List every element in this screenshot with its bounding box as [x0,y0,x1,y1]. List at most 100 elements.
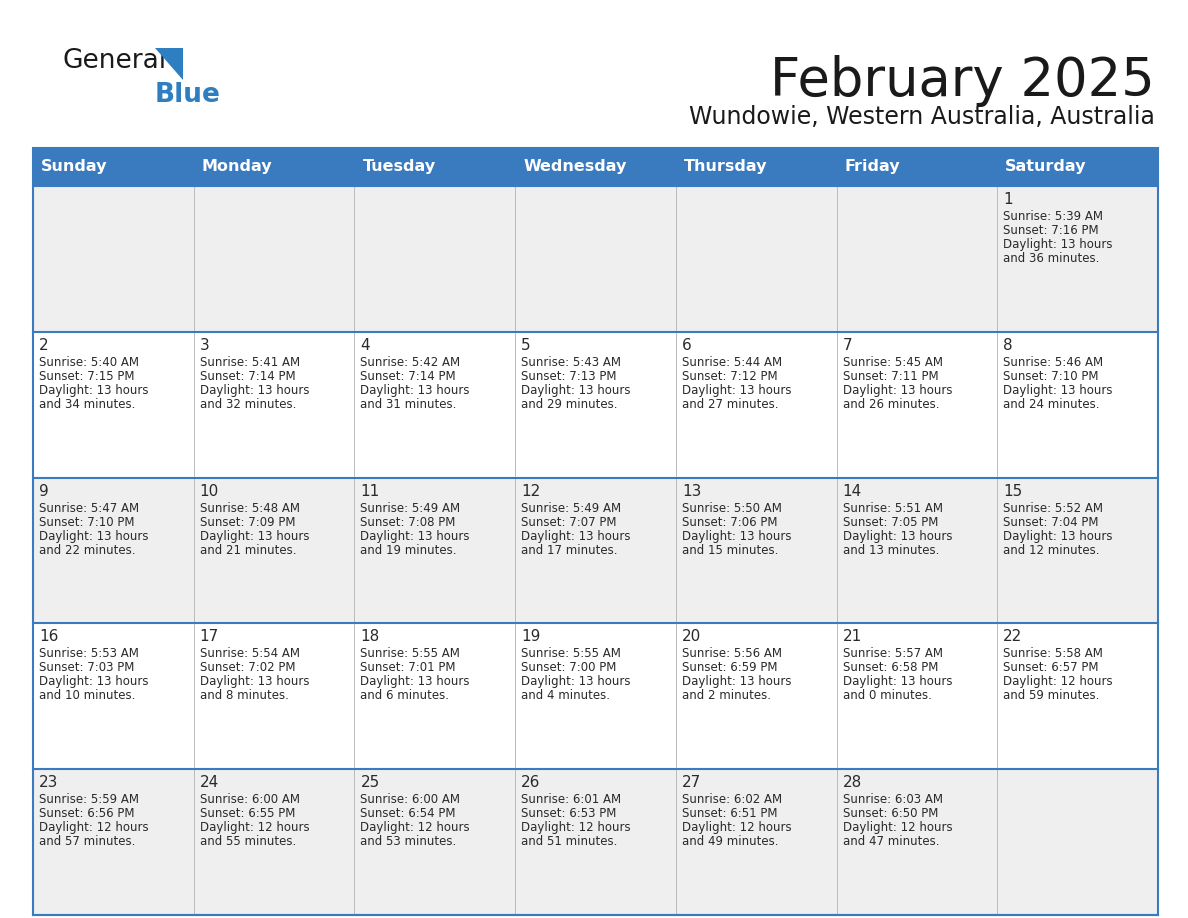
Text: Sunrise: 5:51 AM: Sunrise: 5:51 AM [842,501,942,515]
Text: 14: 14 [842,484,861,498]
Text: Daylight: 13 hours: Daylight: 13 hours [1004,530,1113,543]
Text: Tuesday: Tuesday [362,160,436,174]
Text: 19: 19 [522,630,541,644]
Text: Sunset: 7:16 PM: Sunset: 7:16 PM [1004,224,1099,237]
Text: and 17 minutes.: and 17 minutes. [522,543,618,556]
Text: 2: 2 [39,338,49,353]
Text: Sunrise: 5:54 AM: Sunrise: 5:54 AM [200,647,299,660]
Text: Sunset: 7:14 PM: Sunset: 7:14 PM [360,370,456,383]
Text: and 31 minutes.: and 31 minutes. [360,397,457,410]
Text: Sunset: 7:06 PM: Sunset: 7:06 PM [682,516,777,529]
Text: and 53 minutes.: and 53 minutes. [360,835,456,848]
Text: 1: 1 [1004,192,1013,207]
Text: Sunset: 6:59 PM: Sunset: 6:59 PM [682,661,777,675]
Text: Wundowie, Western Australia, Australia: Wundowie, Western Australia, Australia [689,105,1155,129]
Text: Daylight: 13 hours: Daylight: 13 hours [842,384,952,397]
Text: and 36 minutes.: and 36 minutes. [1004,252,1100,265]
Text: Sunrise: 5:40 AM: Sunrise: 5:40 AM [39,356,139,369]
Text: Sunrise: 5:55 AM: Sunrise: 5:55 AM [522,647,621,660]
Text: Daylight: 13 hours: Daylight: 13 hours [1004,384,1113,397]
Text: Sunrise: 5:44 AM: Sunrise: 5:44 AM [682,356,782,369]
Text: Daylight: 13 hours: Daylight: 13 hours [39,676,148,688]
Text: Daylight: 13 hours: Daylight: 13 hours [200,530,309,543]
Text: Daylight: 13 hours: Daylight: 13 hours [682,384,791,397]
Text: Sunrise: 6:00 AM: Sunrise: 6:00 AM [200,793,299,806]
Bar [354,148,516,186]
Text: and 22 minutes.: and 22 minutes. [39,543,135,556]
Bar [997,148,1158,186]
Text: Sunrise: 5:49 AM: Sunrise: 5:49 AM [360,501,461,515]
Text: Blue: Blue [154,82,221,108]
Text: Sunrise: 5:43 AM: Sunrise: 5:43 AM [522,356,621,369]
Text: Sunrise: 6:02 AM: Sunrise: 6:02 AM [682,793,782,806]
Text: Daylight: 12 hours: Daylight: 12 hours [200,822,309,834]
Bar [33,186,1158,331]
Text: Daylight: 13 hours: Daylight: 13 hours [682,676,791,688]
Text: and 26 minutes.: and 26 minutes. [842,397,939,410]
Bar [676,148,836,186]
Bar [33,148,194,186]
Text: and 27 minutes.: and 27 minutes. [682,397,778,410]
Text: Sunset: 6:58 PM: Sunset: 6:58 PM [842,661,939,675]
Text: Sunset: 6:55 PM: Sunset: 6:55 PM [200,807,295,820]
Text: Sunrise: 6:03 AM: Sunrise: 6:03 AM [842,793,942,806]
Text: Sunrise: 5:58 AM: Sunrise: 5:58 AM [1004,647,1104,660]
Text: Sunrise: 5:57 AM: Sunrise: 5:57 AM [842,647,942,660]
Text: and 49 minutes.: and 49 minutes. [682,835,778,848]
Text: 16: 16 [39,630,58,644]
Text: Sunrise: 5:53 AM: Sunrise: 5:53 AM [39,647,139,660]
Text: Daylight: 13 hours: Daylight: 13 hours [360,676,470,688]
Text: Sunset: 7:04 PM: Sunset: 7:04 PM [1004,516,1099,529]
Text: Sunset: 7:14 PM: Sunset: 7:14 PM [200,370,296,383]
Text: Sunset: 6:54 PM: Sunset: 6:54 PM [360,807,456,820]
Text: Sunset: 7:10 PM: Sunset: 7:10 PM [39,516,134,529]
Text: and 12 minutes.: and 12 minutes. [1004,543,1100,556]
Bar [33,148,1158,915]
Text: Sunset: 7:02 PM: Sunset: 7:02 PM [200,661,295,675]
Text: and 8 minutes.: and 8 minutes. [200,689,289,702]
Text: Sunrise: 5:47 AM: Sunrise: 5:47 AM [39,501,139,515]
Text: Sunset: 7:01 PM: Sunset: 7:01 PM [360,661,456,675]
Text: Sunrise: 6:01 AM: Sunrise: 6:01 AM [522,793,621,806]
Text: 24: 24 [200,775,219,790]
Text: Sunrise: 6:00 AM: Sunrise: 6:00 AM [360,793,461,806]
Text: Daylight: 13 hours: Daylight: 13 hours [200,384,309,397]
Text: 26: 26 [522,775,541,790]
Text: Wednesday: Wednesday [523,160,626,174]
Text: 21: 21 [842,630,861,644]
Text: Sunrise: 5:39 AM: Sunrise: 5:39 AM [1004,210,1104,223]
Text: Daylight: 12 hours: Daylight: 12 hours [39,822,148,834]
Text: 18: 18 [360,630,380,644]
Text: Sunrise: 5:49 AM: Sunrise: 5:49 AM [522,501,621,515]
Text: Daylight: 12 hours: Daylight: 12 hours [842,822,953,834]
Text: 15: 15 [1004,484,1023,498]
Text: and 47 minutes.: and 47 minutes. [842,835,939,848]
Text: 20: 20 [682,630,701,644]
Text: Friday: Friday [845,160,901,174]
Text: Sunrise: 5:50 AM: Sunrise: 5:50 AM [682,501,782,515]
Text: 10: 10 [200,484,219,498]
Text: Sunset: 6:53 PM: Sunset: 6:53 PM [522,807,617,820]
Text: Daylight: 13 hours: Daylight: 13 hours [1004,238,1113,251]
Text: and 29 minutes.: and 29 minutes. [522,397,618,410]
Text: Daylight: 13 hours: Daylight: 13 hours [360,384,470,397]
Bar [33,623,1158,769]
Text: 4: 4 [360,338,369,353]
Polygon shape [154,48,183,80]
Text: 12: 12 [522,484,541,498]
Text: 25: 25 [360,775,380,790]
Text: and 24 minutes.: and 24 minutes. [1004,397,1100,410]
Text: Daylight: 13 hours: Daylight: 13 hours [522,384,631,397]
Text: 6: 6 [682,338,691,353]
Text: Daylight: 12 hours: Daylight: 12 hours [682,822,791,834]
Text: Daylight: 12 hours: Daylight: 12 hours [522,822,631,834]
Text: 28: 28 [842,775,861,790]
Text: and 15 minutes.: and 15 minutes. [682,543,778,556]
Text: Sunrise: 5:46 AM: Sunrise: 5:46 AM [1004,356,1104,369]
Text: Sunset: 7:11 PM: Sunset: 7:11 PM [842,370,939,383]
Text: 9: 9 [39,484,49,498]
Text: Sunset: 7:08 PM: Sunset: 7:08 PM [360,516,456,529]
Text: 13: 13 [682,484,701,498]
Text: 7: 7 [842,338,852,353]
Text: and 57 minutes.: and 57 minutes. [39,835,135,848]
